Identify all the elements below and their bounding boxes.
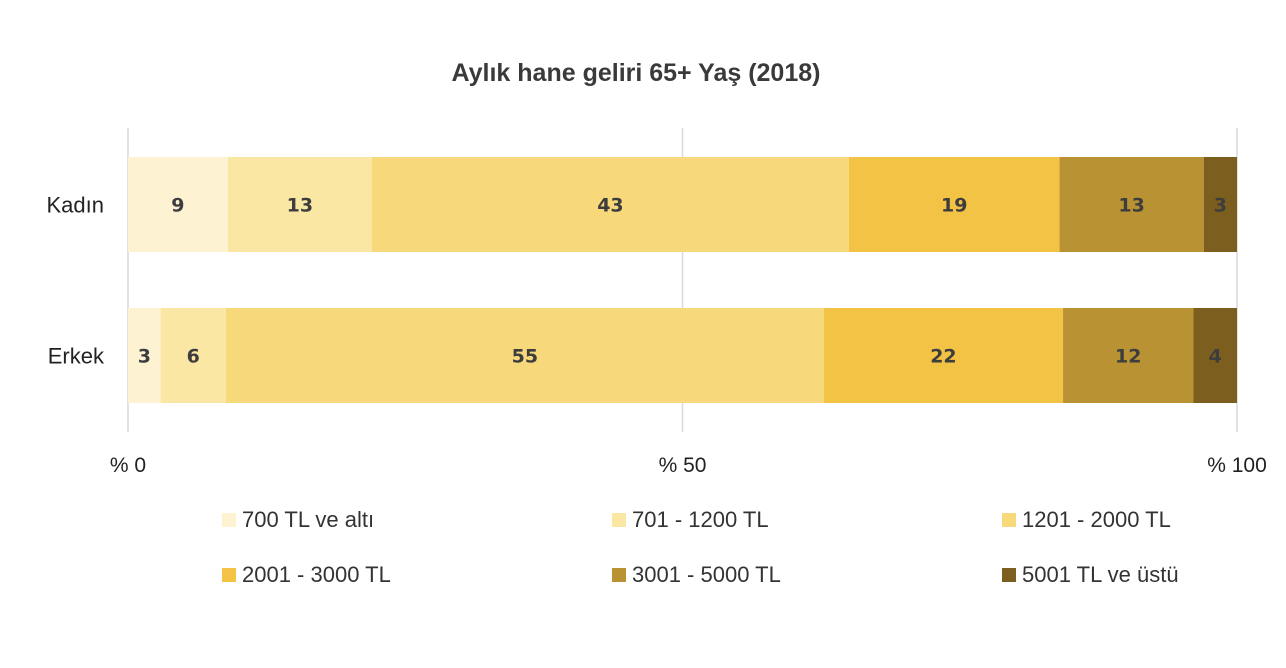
data-label: 3 [1214,195,1227,217]
data-label: 19 [941,195,967,217]
data-label: 9 [171,195,184,217]
bar-segment [823,308,1064,403]
data-label: 6 [187,346,200,368]
legend-item: 1201 - 2000 TL [1002,507,1171,532]
legend-swatch [222,568,236,582]
data-label: 43 [597,195,623,217]
legend-swatch [612,568,626,582]
legend-item: 3001 - 5000 TL [612,562,781,587]
legend-label: 2001 - 3000 TL [242,562,391,587]
data-label: 3 [138,346,151,368]
legend-label: 701 - 1200 TL [632,507,769,532]
legend-item: 701 - 1200 TL [612,507,769,532]
data-label: 13 [1118,195,1144,217]
data-label: 55 [512,346,538,368]
legend-swatch [1002,568,1016,582]
legend-swatch [1002,513,1016,527]
legend-item: 2001 - 3000 TL [222,562,391,587]
legend-label: 700 TL ve altı [242,507,374,532]
bar-segment [1203,157,1237,252]
bar-segment [225,308,824,403]
bar-segment [371,157,849,252]
legend: 700 TL ve altı 701 - 1200 TL 1201 - 2000 T… [222,507,1179,587]
x-tick-label: % 0 [110,454,146,477]
legend-label: 1201 - 2000 TL [1022,507,1171,532]
category-label: Erkek [48,344,105,369]
x-axis-ticks: % 0 % 50 % 100 [110,454,1267,477]
legend-swatch [222,513,236,527]
data-label: 4 [1209,346,1222,368]
bar-segment [848,157,1060,252]
bar-segment [1059,157,1204,252]
bar-segment [1193,308,1237,403]
category-labels: Kadın Erkek [47,193,105,369]
data-label: 13 [287,195,313,217]
bar-segment [160,308,226,403]
bar-segment [128,308,161,403]
x-tick-label: % 50 [659,454,707,477]
bar-segment [227,157,372,252]
data-label: 22 [930,346,956,368]
data-label: 12 [1115,346,1141,368]
legend-label: 5001 TL ve üstü [1022,562,1179,587]
legend-swatch [612,513,626,527]
legend-label: 3001 - 5000 TL [632,562,781,587]
bar-segment [128,157,228,252]
x-tick-label: % 100 [1207,454,1267,477]
chart-title: Aylık hane geliri 65+ Yaş (2018) [452,59,821,87]
legend-item: 700 TL ve altı [222,507,374,532]
bars-layer: 9 13 43 19 13 3 3 6 55 22 12 4 [128,157,1237,403]
category-label: Kadın [47,193,105,218]
bar-segment [1063,308,1194,403]
legend-item: 5001 TL ve üstü [1002,562,1179,587]
